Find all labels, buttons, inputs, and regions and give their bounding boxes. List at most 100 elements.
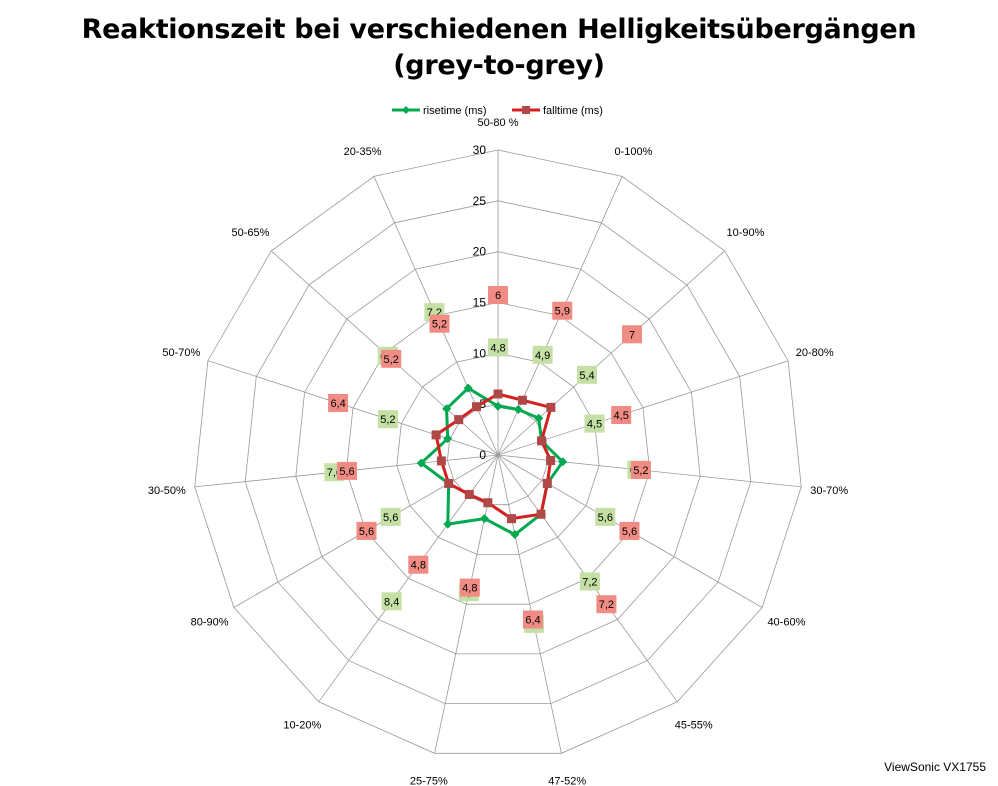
series-line <box>419 386 565 537</box>
data-point <box>471 402 481 412</box>
grid-spoke <box>497 454 562 754</box>
category-label: 30-50% <box>148 485 186 497</box>
data-label-text: 7,2 <box>599 599 614 611</box>
data-label-text: 8,4 <box>384 596 399 608</box>
category-label: 50-70% <box>162 347 200 359</box>
grid-spoke <box>497 360 789 456</box>
category-label: 10-90% <box>727 227 765 239</box>
data-label: 6 <box>488 286 508 304</box>
data-label-text: 5,6 <box>383 512 398 524</box>
data-label-bg <box>596 595 617 614</box>
data-point <box>537 436 547 446</box>
data-label: 4,8 <box>488 338 508 357</box>
category-label: 50-65% <box>232 227 270 239</box>
data-point <box>510 530 520 540</box>
data-label-bg <box>584 414 605 433</box>
legend-label: risetime (ms) <box>423 105 487 117</box>
data-label-text: 4,8 <box>411 560 426 572</box>
grid-ring <box>194 149 802 754</box>
data-label-bg <box>356 521 377 540</box>
data-label-bg <box>488 286 508 304</box>
radial-tick-label: 20 <box>473 245 487 259</box>
category-label: 45-55% <box>675 719 713 731</box>
data-point <box>483 498 493 508</box>
data-label-bg <box>381 592 402 611</box>
data-label-bg <box>429 314 450 333</box>
data-label-bg <box>377 410 398 429</box>
data-label: 5,6 <box>380 507 401 526</box>
data-label-text: 5,2 <box>432 319 447 331</box>
data-label-text: 7,2 <box>582 577 597 589</box>
data-label: 4,5 <box>611 406 632 424</box>
data-point <box>493 401 503 411</box>
radial-tick-label: 0 <box>479 448 486 462</box>
data-label-bg <box>381 349 402 368</box>
data-point <box>536 509 546 519</box>
series-line <box>434 392 553 521</box>
data-label-text: 5,6 <box>598 512 613 524</box>
data-point <box>558 457 568 467</box>
data-point <box>542 478 552 488</box>
data-label-text: 5,6 <box>339 466 354 478</box>
legend-swatch-marker <box>522 106 530 114</box>
chart-title: Reaktionszeit bei verschiedenen Helligke… <box>0 12 998 84</box>
data-label-text: 5,4 <box>579 370 594 382</box>
data-label-text: 5,2 <box>384 354 399 366</box>
data-label: 4,5 <box>584 414 605 433</box>
category-label: 50-80 % <box>478 117 519 129</box>
radial-tick-label: 25 <box>473 194 487 208</box>
data-label: 4,9 <box>532 345 553 364</box>
grid-spoke <box>497 250 725 456</box>
data-label-text: 5,6 <box>622 526 637 538</box>
data-label-bg <box>523 610 543 629</box>
data-label-bg <box>619 521 640 540</box>
data-label-text: 5,2 <box>380 414 395 426</box>
data-label: 5,2 <box>377 410 398 429</box>
data-point <box>436 456 446 466</box>
legend-item: falltime (ms) <box>512 105 603 117</box>
data-point <box>416 458 426 468</box>
data-point <box>546 456 556 466</box>
data-label-bg <box>408 555 429 574</box>
data-point <box>464 489 474 499</box>
data-label-text: 6,4 <box>330 398 345 410</box>
data-label: 5,6 <box>595 507 616 526</box>
data-label: 5,2 <box>630 461 651 479</box>
legend-item: risetime (ms) <box>392 105 487 117</box>
data-label: 5,2 <box>429 314 450 333</box>
data-label: 8,4 <box>381 592 402 611</box>
category-labels: 50-80 % 0-100% 10-90% 20-80% 30-70% 40-60% 45-… <box>148 117 849 786</box>
watermark: ViewSonic VX1755 <box>884 760 986 774</box>
data-point <box>444 478 454 488</box>
data-label-bg <box>579 572 600 591</box>
data-label-bg <box>337 461 357 480</box>
data-label-text: 4,8 <box>462 583 477 595</box>
category-label: 20-35% <box>344 146 382 158</box>
data-label-bg <box>328 394 349 412</box>
data-label: 5,2 <box>381 349 402 368</box>
category-label: 0-100% <box>614 146 652 158</box>
data-labels: 4,84,95,44,56,45,67,286,48,45,67,65,26,8… <box>324 286 651 633</box>
grid-spoke <box>207 360 499 456</box>
data-label-bg <box>595 507 616 526</box>
data-label-bg <box>622 325 642 344</box>
data-label-bg <box>488 338 508 357</box>
data-label: 6,4 <box>328 394 349 412</box>
data-label-text: 6,4 <box>525 615 540 627</box>
chart-title-line: Reaktionszeit bei verschiedenen Helligke… <box>81 14 917 45</box>
data-label-text: 4,8 <box>490 342 505 354</box>
data-label: 7,2 <box>596 595 617 614</box>
data-label: 6,4 <box>523 610 543 629</box>
data-label: 5,6 <box>337 461 357 480</box>
data-label: 4,8 <box>459 578 480 597</box>
category-label: 40-60% <box>767 617 805 629</box>
grid-ring <box>345 302 651 605</box>
data-label: 5,4 <box>577 365 597 384</box>
data-label: 5,6 <box>619 521 640 540</box>
category-label: 47-52% <box>548 776 586 786</box>
data-point <box>454 415 464 425</box>
data-point <box>443 519 453 529</box>
data-label-bg <box>459 578 480 597</box>
grid-ring <box>396 352 600 555</box>
